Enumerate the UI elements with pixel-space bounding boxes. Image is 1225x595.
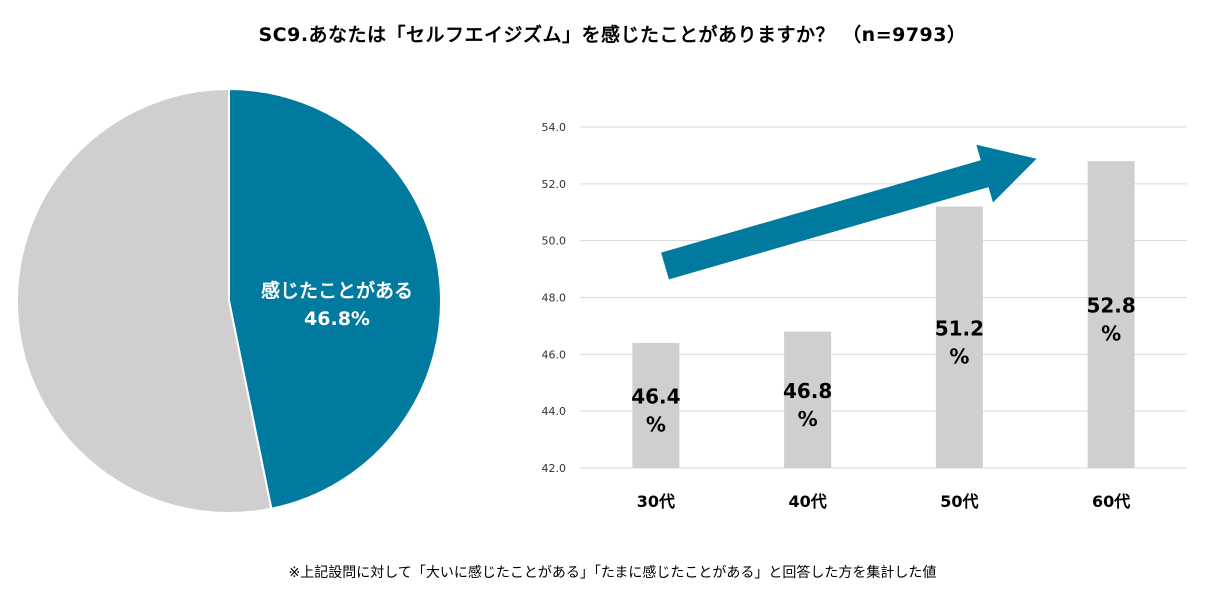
data-label-value: 46.8 <box>783 379 832 403</box>
bar-60代 <box>1087 161 1135 468</box>
x-category-label: 30代 <box>637 492 675 511</box>
y-tick-label: 48.0 <box>542 292 567 305</box>
bar-50代 <box>935 206 983 469</box>
y-tick-label: 42.0 <box>542 462 567 475</box>
y-tick-label: 46.0 <box>542 348 567 361</box>
pie-slice-value-label: 46.8% <box>304 308 370 330</box>
data-label-unit: % <box>646 412 666 436</box>
data-label-unit: % <box>798 407 818 431</box>
x-category-label: 50代 <box>940 492 978 511</box>
y-tick-label: 54.0 <box>542 121 567 134</box>
data-label-value: 46.4 <box>631 384 680 408</box>
pie-slice-0 <box>228 87 442 510</box>
pie-slice-label: 感じたことがある <box>261 279 413 302</box>
y-tick-label: 50.0 <box>542 235 567 248</box>
data-label-unit: % <box>949 344 969 368</box>
trend-arrow-icon <box>661 144 1037 280</box>
footnote: ※上記設問に対して「大いに感じたことがある」「たまに感じたことがある」と回答した… <box>288 565 937 581</box>
y-tick-label: 44.0 <box>542 405 567 418</box>
chart-title: SC9.あなたは「セルフエイジズム」を感じたことがありますか？ （n=9793） <box>258 24 967 46</box>
data-label-unit: % <box>1101 322 1121 346</box>
data-label-value: 52.8 <box>1086 294 1135 318</box>
y-tick-label: 52.0 <box>542 178 567 191</box>
x-category-label: 60代 <box>1092 492 1130 511</box>
pie-slice-1 <box>16 87 273 514</box>
x-category-label: 40代 <box>788 492 826 511</box>
data-label-value: 51.2 <box>935 316 984 340</box>
bar-30代 <box>632 342 680 468</box>
pie-chart: 感じたことがある 46.8% <box>16 87 442 514</box>
bar-chart: 42.0 44.0 46.0 48.0 50.0 52.0 54.0 30代 46.4% 40代 4… <box>542 121 1187 511</box>
bar-40代 <box>784 331 832 468</box>
